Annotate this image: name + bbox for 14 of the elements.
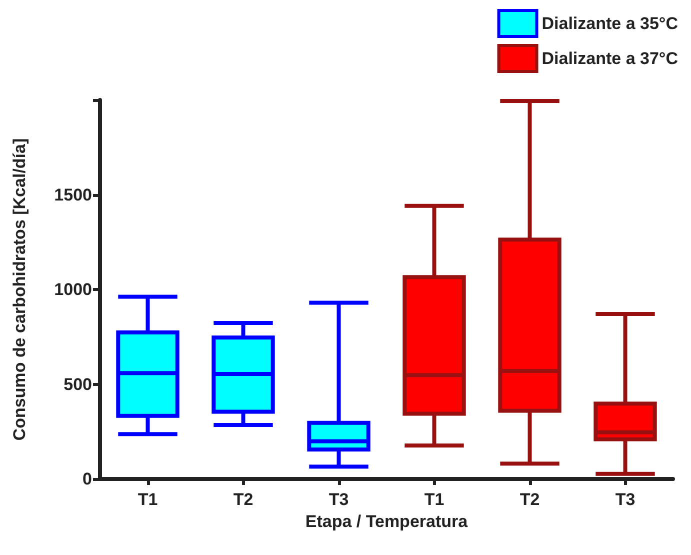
y-axis-title: Consumo de carbohidratos [Kcal/día]	[10, 138, 29, 441]
legend-label: Dializante a 37°C	[542, 49, 678, 68]
x-tick-label: T2	[233, 490, 254, 509]
x-tick-label: T3	[328, 490, 349, 509]
legend-label: Dializante a 35°C	[542, 14, 678, 33]
y-tick-label: 500	[64, 374, 92, 394]
x-tick-label: T2	[520, 490, 540, 509]
x-tick-label: T3	[615, 490, 636, 509]
y-tick-label: 0	[82, 470, 92, 488]
x-tick-label: T1	[138, 490, 158, 509]
y-tick-label: 1000	[54, 280, 92, 299]
y-tick-label: 1500	[54, 185, 92, 204]
x-axis-title: Etapa / Temperatura	[305, 512, 468, 531]
x-tick-label: T1	[424, 490, 444, 509]
